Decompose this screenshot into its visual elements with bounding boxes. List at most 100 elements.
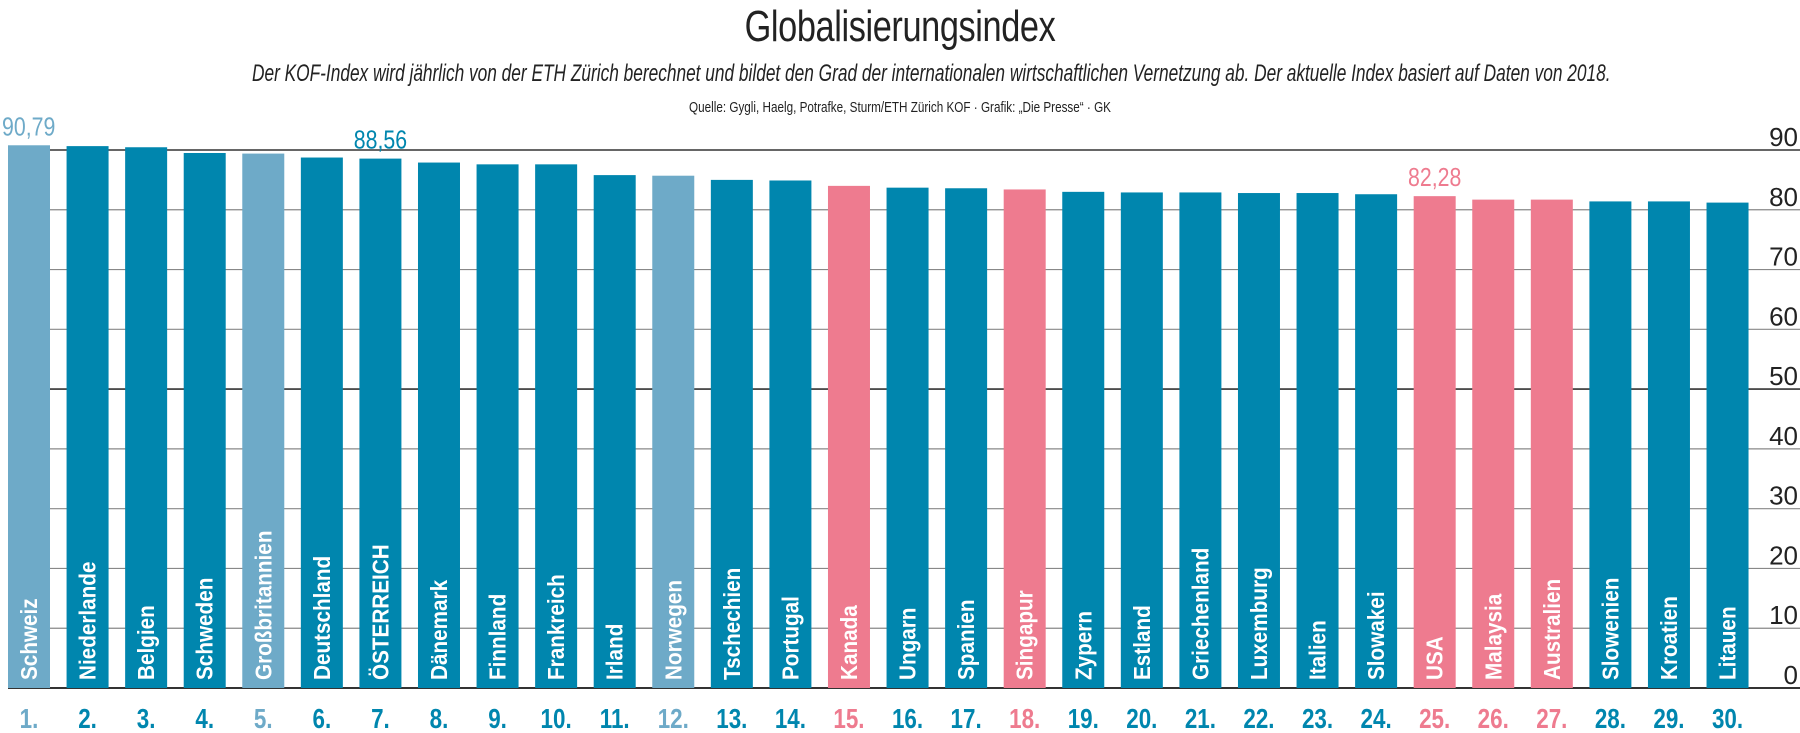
rank-label: 13.: [716, 704, 747, 733]
rank-label: 29.: [1653, 704, 1684, 733]
bar-category-label: Estland: [1129, 605, 1155, 680]
bar-category-label: Schweden: [192, 578, 218, 680]
bar: [359, 158, 402, 688]
y-tick-label: 0: [1784, 660, 1798, 690]
rank-label: 19.: [1068, 704, 1099, 733]
bar-category-label: Tschechien: [719, 568, 745, 680]
y-tick-label: 60: [1769, 301, 1798, 331]
bar: [417, 162, 460, 688]
bar: [1237, 193, 1280, 689]
rank-label: 22.: [1243, 704, 1274, 733]
y-tick-label: 70: [1769, 242, 1798, 272]
bar-category-label: Irland: [602, 624, 628, 680]
rank-label: 5.: [254, 704, 273, 733]
bar-category-label: Finnland: [485, 594, 511, 680]
bar-category-label: Italien: [1305, 620, 1331, 680]
bar: [1062, 191, 1105, 688]
bar-category-label: Litauen: [1715, 606, 1741, 680]
y-tick-label: 90: [1769, 122, 1798, 152]
rank-label: 12.: [658, 704, 689, 733]
bar-category-label: Slowenien: [1597, 578, 1623, 680]
bar-category-label: Dänemark: [426, 579, 452, 680]
rank-label: 15.: [833, 704, 864, 733]
rank-label: 14.: [775, 704, 806, 733]
bar-category-label: Malaysia: [1480, 593, 1506, 680]
y-axis: 0 10 20 30 40 50 60 70 80 90: [1769, 122, 1798, 690]
y-tick-label: 20: [1769, 540, 1798, 570]
bar: [183, 152, 226, 688]
rank-label: 4.: [195, 704, 214, 733]
bar: [535, 164, 578, 688]
bar: [1355, 194, 1398, 689]
data-labels: Schweiz 1. Niederlande 2. Belgien 3. Schweden 4…: [2, 112, 1743, 733]
y-tick-label: 30: [1769, 481, 1798, 511]
bar-category-label: Belgien: [133, 605, 159, 680]
rank-label: 6.: [313, 704, 332, 733]
rank-label: 20.: [1126, 704, 1157, 733]
bar: [1706, 202, 1749, 689]
bar-category-label: Deutschland: [309, 556, 335, 680]
bar: [242, 153, 285, 688]
bar-category-label: Norwegen: [660, 580, 686, 680]
rank-label: 24.: [1361, 704, 1392, 733]
rank-label: 9.: [488, 704, 507, 733]
y-tick-label: 10: [1769, 600, 1798, 630]
bar-category-label: Singapur: [1012, 590, 1038, 680]
bar-category-label: USA: [1422, 636, 1448, 680]
bar-category-label: Ungarn: [895, 608, 921, 680]
bar-category-label: Slowakei: [1363, 591, 1389, 680]
bar-category-label: Portugal: [777, 596, 803, 680]
rank-label: 2.: [78, 704, 97, 733]
bar-category-label: ÖSTERREICH: [367, 544, 393, 680]
bar-category-label: Niederlande: [75, 562, 101, 680]
rank-label: 10.: [541, 704, 572, 733]
bar-category-label: Frankreich: [543, 574, 569, 680]
bar-category-label: Zypern: [1070, 611, 1096, 680]
rank-label: 23.: [1302, 704, 1333, 733]
rank-label: 26.: [1478, 704, 1509, 733]
bar: [1413, 196, 1456, 688]
rank-label: 27.: [1536, 704, 1567, 733]
bar: [1003, 189, 1046, 688]
bar: [1589, 201, 1632, 689]
bar: [1179, 192, 1222, 689]
chart-title: Globalisierungsindex: [744, 2, 1056, 51]
bar-category-label: Großbritannien: [250, 531, 276, 680]
bar: [710, 179, 753, 688]
rank-label: 16.: [892, 704, 923, 733]
bar: [886, 187, 929, 688]
bar: [945, 188, 988, 688]
bar: [66, 146, 109, 688]
bar: [1647, 201, 1690, 689]
rank-label: 11.: [600, 704, 630, 733]
y-tick-label: 50: [1769, 361, 1798, 391]
chart-subtitle: Der KOF-Index wird jährlich von der ETH …: [252, 60, 1611, 87]
bar: [827, 185, 870, 688]
value-label: 88,56: [354, 126, 407, 156]
rank-label: 21.: [1185, 704, 1216, 733]
rank-label: 3.: [137, 704, 156, 733]
bar: [125, 147, 168, 688]
bar: [593, 175, 636, 688]
rank-label: 7.: [371, 704, 390, 733]
bar-category-label: Griechenland: [1187, 548, 1213, 680]
bar-category-label: Kanada: [836, 604, 862, 680]
bar-category-label: Schweiz: [16, 598, 42, 680]
rank-label: 18.: [1009, 704, 1040, 733]
y-tick-label: 40: [1769, 421, 1798, 451]
rank-label: 30.: [1712, 704, 1743, 733]
bars: [8, 145, 1749, 689]
value-label: 90,79: [2, 112, 55, 142]
bar-category-label: Spanien: [953, 599, 979, 680]
bar: [476, 164, 519, 688]
bar: [8, 145, 50, 688]
bar-category-label: Australien: [1539, 579, 1565, 680]
chart-source: Quelle: Gygli, Haelg, Potrafke, Sturm/ET…: [689, 99, 1111, 116]
bar: [769, 180, 812, 688]
rank-label: 28.: [1595, 704, 1626, 733]
bar: [1530, 199, 1573, 689]
rank-label: 8.: [430, 704, 449, 733]
bar-category-label: Kroatien: [1656, 596, 1682, 680]
y-tick-label: 80: [1769, 182, 1798, 212]
